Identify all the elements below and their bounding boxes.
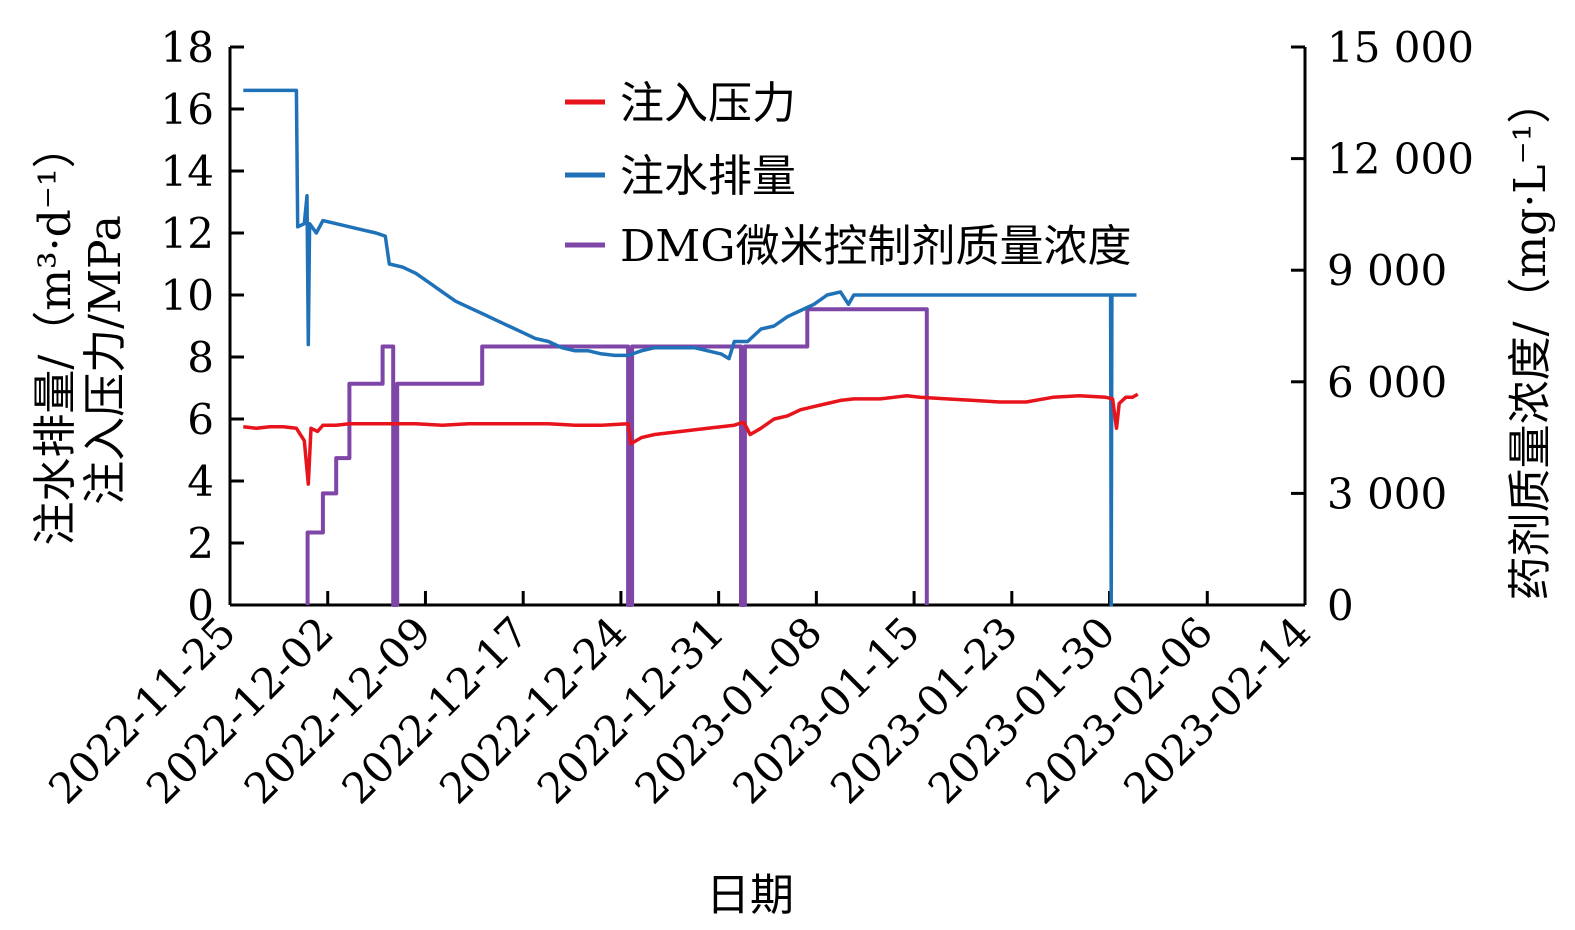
left-tick-label: 4: [187, 457, 214, 506]
legend-label: 注入压力: [620, 78, 796, 129]
legend-label: 注水排量: [620, 151, 796, 202]
left-axis-title-2: 注入压力/MPa: [80, 215, 131, 505]
left-tick-label: 0: [187, 581, 214, 630]
right-tick-label: 9 000: [1327, 246, 1447, 295]
left-tick-label: 18: [161, 23, 214, 72]
axis-titles: 日期 注水排量/（m³·d⁻¹） 注入压力/MPa 药剂质量浓度/（mg·L⁻¹）: [30, 80, 1556, 921]
series-line-0: [243, 392, 1139, 486]
left-tick-label: 2: [187, 519, 214, 568]
right-tick-label: 0: [1327, 581, 1354, 630]
left-axis-title-1: 注水排量/（m³·d⁻¹）: [30, 124, 81, 545]
series-layer: [243, 88, 1139, 607]
left-tick-label: 6: [187, 395, 214, 444]
right-tick-label: 3 000: [1327, 469, 1447, 518]
left-tick-label: 8: [187, 333, 214, 382]
x-axis-title: 日期: [706, 870, 794, 921]
axes: 0 2 4 6 8 10 12 14 16 18 0 3 000 6 000 9 000 12 000 15 …: [39, 23, 1474, 813]
right-tick-label: 6 000: [1327, 358, 1447, 407]
left-tick-label: 14: [161, 147, 214, 196]
left-tick-label: 10: [161, 271, 214, 320]
legend-label: DMG微米控制剂质量浓度: [620, 221, 1131, 272]
right-axis-title: 药剂质量浓度/（mg·L⁻¹）: [1505, 80, 1556, 601]
right-tick-label: 12 000: [1327, 135, 1474, 184]
series-line-1: [243, 88, 1137, 607]
left-tick-label: 12: [161, 209, 214, 258]
right-tick-label: 15 000: [1327, 23, 1474, 72]
series-line-2: [305, 307, 929, 607]
left-tick-label: 16: [161, 85, 214, 134]
